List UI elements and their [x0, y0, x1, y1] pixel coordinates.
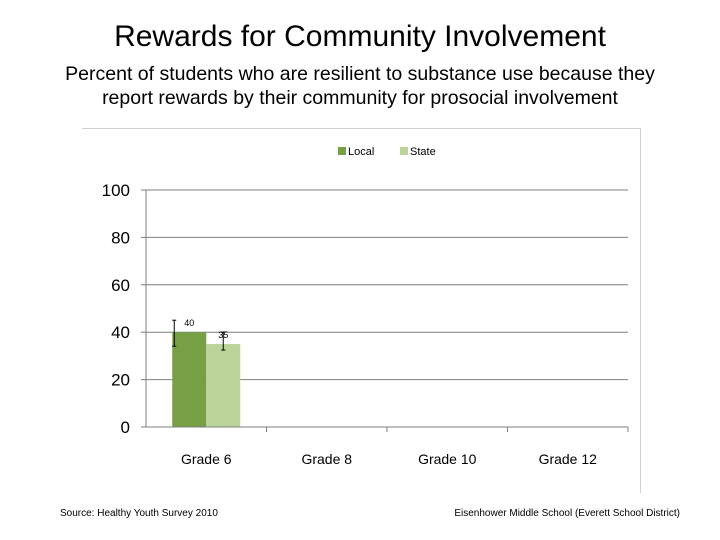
y-tick-label: 60 — [111, 276, 130, 295]
bar-chart: 0 20 40 60 80 100 Grade 6 Grade 8 Grade 10 Grade … — [102, 146, 629, 467]
y-tick-label: 40 — [111, 323, 130, 342]
y-tick-label: 20 — [111, 371, 130, 390]
chart-title: Rewards for Community Involvement — [114, 20, 606, 53]
x-tick-label: Grade 10 — [418, 451, 477, 467]
chart-subtitle: Percent of students who are resilient to… — [65, 63, 655, 109]
x-tick-label: Grade 8 — [301, 451, 352, 467]
chart-area: 0 20 40 60 80 100 Grade 6 Grade 8 Grade 10 Grade … — [82, 128, 641, 493]
source-note: Source: Healthy Youth Survey 2010 — [60, 508, 218, 519]
data-label: 40 — [184, 318, 194, 328]
legend-label-state: State — [410, 146, 436, 158]
x-tick-label: Grade 12 — [539, 451, 598, 467]
legend-label-local: Local — [348, 146, 374, 158]
legend-swatch-local — [338, 147, 346, 155]
y-tick-label: 0 — [121, 418, 130, 437]
y-tick-label: 80 — [111, 228, 130, 247]
bar-local — [172, 332, 207, 427]
legend-swatch-state — [400, 147, 408, 155]
y-tick-label: 100 — [102, 181, 130, 200]
school-note: Eisenhower Middle School (Everett School… — [454, 508, 680, 519]
bar-state — [206, 344, 241, 427]
x-tick-label: Grade 6 — [181, 451, 232, 467]
